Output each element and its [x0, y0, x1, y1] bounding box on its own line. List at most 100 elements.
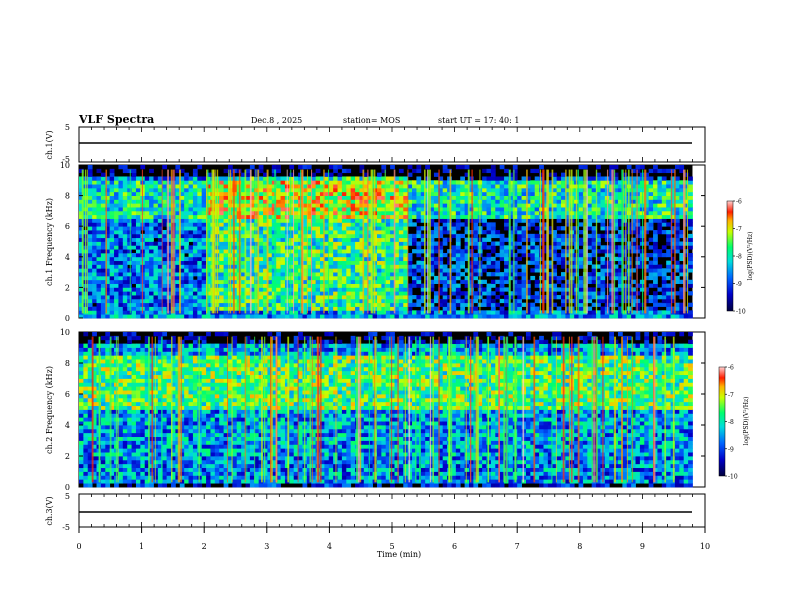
spectrogram-cell: [403, 256, 409, 262]
spectrogram-cell: [635, 245, 641, 250]
spectrogram-cell: [87, 203, 93, 208]
spectrogram-cell: [315, 195, 321, 200]
spectrogram-cell: [661, 187, 667, 193]
spectrogram-cell: [407, 241, 413, 246]
spectrogram-cell: [407, 210, 413, 216]
spectrogram-cell: [346, 214, 352, 219]
spectrogram-cell: [539, 287, 544, 292]
spectrogram-cell: [87, 287, 93, 292]
spectrogram-cell: [460, 222, 466, 227]
spectrogram-cell: [263, 245, 268, 250]
spectrogram-cell: [184, 172, 189, 177]
spectrogram-cell: [390, 260, 395, 265]
spectrogram-cell: [324, 291, 330, 296]
spectrogram-cell: [394, 256, 400, 262]
spectrogram-cell: [561, 298, 566, 304]
spectrogram-cell: [114, 187, 119, 193]
sferic-streak: [179, 169, 181, 314]
spectrogram-cell: [201, 199, 207, 204]
spectrogram-cell: [455, 291, 461, 296]
spectrogram-cell: [657, 295, 663, 300]
spectrogram-cell: [249, 184, 255, 189]
spectrogram-cell: [543, 222, 549, 227]
spectrogram-cell: [201, 264, 207, 269]
spectrogram-cell: [105, 176, 111, 181]
spectrogram-cell: [447, 283, 452, 288]
spectrogram-cell: [92, 306, 97, 311]
spectrogram-cell: [341, 184, 347, 189]
spectrogram-cell: [109, 310, 115, 315]
spectrogram-cell: [617, 191, 623, 196]
spectrogram-cell: [412, 241, 417, 246]
spectrogram-cell: [486, 203, 492, 208]
spectrogram-cell: [552, 291, 558, 296]
spectrogram-cell: [412, 187, 417, 193]
spectrogram-cell: [561, 287, 566, 292]
spectrogram-cell: [508, 226, 514, 231]
spectrogram-cell: [433, 184, 439, 189]
spectrogram-cell: [613, 314, 619, 319]
spectrogram-cell: [328, 210, 334, 216]
spectrogram-cell: [328, 195, 334, 200]
spectrogram-cell: [87, 272, 93, 277]
spectrogram-cell: [525, 279, 531, 284]
spectrogram-cell: [644, 226, 650, 231]
spectrogram-cell: [390, 283, 395, 288]
spectrogram-cell: [407, 237, 413, 242]
spectrogram-cell: [306, 302, 312, 307]
spectrogram-cell: [622, 214, 628, 219]
spectrogram-cell: [153, 195, 159, 200]
spectrogram-cell: [490, 233, 496, 239]
spectrogram-cell: [412, 203, 417, 208]
spectrogram-cell: [530, 210, 536, 216]
spectrogram-cell: [306, 176, 312, 181]
sferic-streak: [230, 169, 232, 314]
spectrogram-cell: [398, 210, 404, 216]
spectrogram-cell: [206, 210, 211, 216]
spectrogram-cell: [315, 275, 321, 281]
spectrogram-cell: [206, 187, 211, 193]
spectrogram-cell: [162, 256, 168, 262]
spectrogram-cell: [495, 191, 501, 196]
spectrogram-cell: [289, 298, 295, 304]
spectrogram-cell: [376, 207, 382, 212]
spectrogram-cell: [600, 187, 606, 193]
spectrogram-cell: [407, 302, 413, 307]
spectrogram-cell: [587, 245, 593, 250]
spectrogram-cell: [394, 184, 400, 189]
spectrogram-cell: [118, 222, 124, 227]
spectrogram-cell: [153, 184, 159, 189]
spectrogram-cell: [197, 165, 203, 170]
spectrogram-cell: [328, 187, 334, 193]
spectrogram-cell: [398, 283, 404, 288]
spectrogram-cell: [118, 306, 124, 311]
spectrogram-cell: [565, 295, 571, 300]
spectrogram-cell: [144, 222, 150, 227]
spectrogram-cell: [135, 295, 141, 300]
spectrogram-cell: [245, 252, 251, 258]
spectrogram-cell: [666, 207, 671, 212]
spectrogram-cell: [582, 165, 588, 170]
spectrogram-cell: [547, 306, 553, 311]
spectrogram-cell: [442, 237, 448, 242]
spectrogram-cell: [109, 199, 115, 204]
spectrogram-cell: [661, 314, 667, 319]
spectrogram-cell: [670, 168, 676, 174]
spectrogram-cell: [162, 191, 168, 196]
spectrogram-cell: [578, 283, 584, 288]
spectrogram-cell: [499, 241, 505, 246]
spectrogram-cell: [267, 260, 273, 265]
spectrogram-cell: [394, 291, 400, 296]
spectrogram-cell: [328, 272, 334, 277]
spectrogram-cell: [429, 283, 435, 288]
spectrogram-cell: [359, 310, 365, 315]
spectrogram-cell: [166, 218, 172, 223]
spectrogram-cell: [622, 249, 628, 254]
spectrogram-cell: [398, 275, 404, 281]
spectrogram-cell: [96, 241, 102, 246]
spectrogram-cell: [631, 310, 636, 315]
spectrogram-cell: [438, 195, 444, 200]
spectrogram-cell: [100, 176, 106, 181]
spectrogram-cell: [306, 298, 312, 304]
spectrogram-cell: [394, 176, 400, 181]
